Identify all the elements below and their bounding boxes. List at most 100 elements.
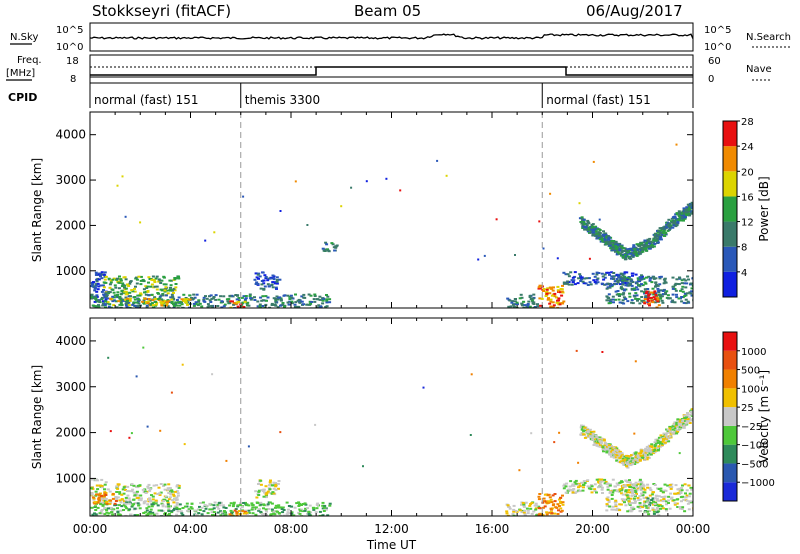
range-cell (111, 295, 115, 298)
range-cell (194, 301, 198, 304)
range-cell (104, 292, 108, 295)
range-cell (548, 511, 552, 514)
range-cell (578, 217, 582, 220)
range-cell (124, 215, 127, 218)
range-cell (321, 514, 325, 516)
range-cell (592, 279, 596, 282)
range-cell (244, 501, 247, 504)
range-cell (606, 243, 610, 246)
range-cell (146, 512, 150, 515)
range-cell (544, 500, 548, 503)
range-cell (167, 507, 171, 510)
range-cell (632, 483, 636, 486)
range-cell (538, 493, 542, 495)
range-cell (647, 240, 651, 243)
range-cell (137, 298, 141, 301)
range-cell (552, 304, 556, 307)
range-cell (665, 440, 669, 443)
range-cell (125, 490, 129, 492)
range-cell (636, 483, 640, 486)
range-cell (643, 290, 647, 293)
range-cell (259, 287, 263, 290)
range-cell (582, 218, 586, 221)
range-cell (171, 298, 175, 301)
range-cell (123, 284, 127, 287)
range-cell (690, 204, 693, 207)
range-cell (658, 283, 662, 286)
range-cell (611, 449, 614, 452)
range-cell (445, 174, 448, 177)
range-cell (249, 297, 253, 300)
range-cell (234, 508, 238, 511)
range-cell (216, 511, 220, 514)
range-cell (648, 247, 652, 250)
range-cell (309, 302, 313, 305)
range-cell (630, 457, 634, 460)
range-cell (611, 478, 615, 481)
range-cell (138, 294, 142, 297)
range-cell (115, 306, 119, 308)
range-cell (654, 232, 658, 235)
range-cell (639, 483, 643, 486)
range-cell (235, 298, 239, 301)
range-cell (591, 229, 595, 232)
range-cell (272, 278, 276, 281)
range-cell (324, 306, 328, 308)
range-cell (612, 275, 616, 278)
range-cell (638, 276, 642, 279)
range-cell (675, 223, 679, 225)
range-cell (610, 284, 614, 286)
data-layer (90, 143, 693, 308)
range-cell (686, 413, 690, 416)
range-cell (182, 293, 186, 296)
range-cell (581, 219, 585, 222)
range-cell (203, 504, 207, 507)
range-cell (246, 301, 250, 304)
range-cell (257, 509, 261, 512)
range-cell (581, 428, 585, 431)
range-cell (649, 246, 652, 249)
range-cell (521, 501, 525, 504)
range-cell (313, 300, 317, 303)
range-cell (582, 480, 586, 483)
range-cell (214, 298, 218, 301)
range-cell (633, 498, 637, 501)
range-cell (142, 502, 146, 505)
range-cell (157, 278, 161, 281)
range-cell (241, 510, 245, 513)
range-cell (283, 305, 286, 308)
range-cell (605, 503, 609, 506)
range-cell (620, 498, 624, 501)
range-cell (216, 305, 220, 307)
range-cell (629, 284, 633, 286)
range-cell (644, 457, 647, 460)
range-cell (631, 491, 635, 493)
range-cell (679, 289, 683, 292)
range-cell (305, 303, 309, 306)
range-cell (591, 272, 595, 275)
range-cell (518, 469, 521, 472)
range-cell (107, 277, 111, 280)
range-cell (274, 488, 278, 491)
range-cell (626, 255, 630, 258)
range-cell (617, 489, 621, 492)
range-cell (324, 241, 328, 244)
range-cell (131, 290, 135, 293)
range-cell (690, 294, 693, 297)
range-cell (175, 508, 179, 511)
range-cell (679, 219, 683, 222)
range-cell (671, 226, 675, 229)
range-cell (656, 449, 660, 452)
range-cell (162, 276, 166, 279)
range-cell (612, 272, 616, 274)
range-cell (657, 448, 661, 451)
range-cell (254, 506, 258, 509)
range-cell (114, 300, 118, 303)
range-cell (675, 429, 679, 432)
range-cell (271, 491, 275, 494)
range-cell (146, 302, 150, 305)
range-cell (522, 504, 526, 507)
range-cell (583, 482, 587, 484)
freq-tick-high: 18 (66, 56, 79, 67)
range-cell (577, 461, 580, 464)
